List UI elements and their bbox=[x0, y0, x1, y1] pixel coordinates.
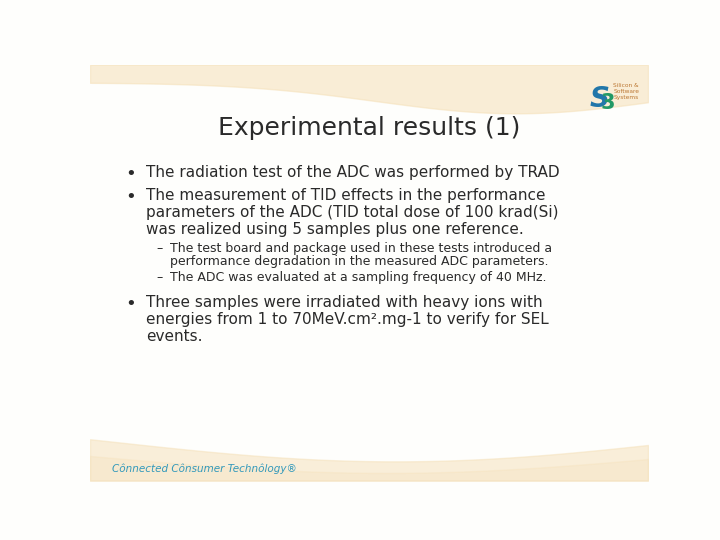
Text: •: • bbox=[125, 165, 135, 183]
Text: Three samples were irradiated with heavy ions with: Three samples were irradiated with heavy… bbox=[145, 295, 542, 310]
Text: 3: 3 bbox=[600, 92, 615, 112]
Text: Systems: Systems bbox=[613, 95, 639, 100]
Text: –: – bbox=[157, 242, 163, 255]
Text: •: • bbox=[125, 295, 135, 313]
Text: •: • bbox=[125, 188, 135, 206]
Text: was realized using 5 samples plus one reference.: was realized using 5 samples plus one re… bbox=[145, 222, 523, 237]
Text: Experimental results (1): Experimental results (1) bbox=[218, 116, 520, 140]
Text: parameters of the ADC (TID total dose of 100 krad(Si): parameters of the ADC (TID total dose of… bbox=[145, 205, 558, 220]
Text: The ADC was evaluated at a sampling frequency of 40 MHz.: The ADC was evaluated at a sampling freq… bbox=[170, 271, 546, 284]
Text: The radiation test of the ADC was performed by TRAD: The radiation test of the ADC was perfor… bbox=[145, 165, 559, 180]
Text: S: S bbox=[590, 85, 610, 113]
Text: energies from 1 to 70MeV.cm².mg-1 to verify for SEL: energies from 1 to 70MeV.cm².mg-1 to ver… bbox=[145, 312, 549, 327]
Text: performance degradation in the measured ADC parameters.: performance degradation in the measured … bbox=[170, 255, 549, 268]
Text: The measurement of TID effects in the performance: The measurement of TID effects in the pe… bbox=[145, 188, 545, 203]
Text: Software: Software bbox=[613, 89, 639, 93]
Text: The test board and package used in these tests introduced a: The test board and package used in these… bbox=[170, 242, 552, 255]
Text: –: – bbox=[157, 271, 163, 284]
Text: Cônnected Cônsumer Technôlogy®: Cônnected Cônsumer Technôlogy® bbox=[112, 463, 297, 474]
Text: events.: events. bbox=[145, 329, 202, 344]
Text: Silicon &: Silicon & bbox=[613, 83, 639, 87]
